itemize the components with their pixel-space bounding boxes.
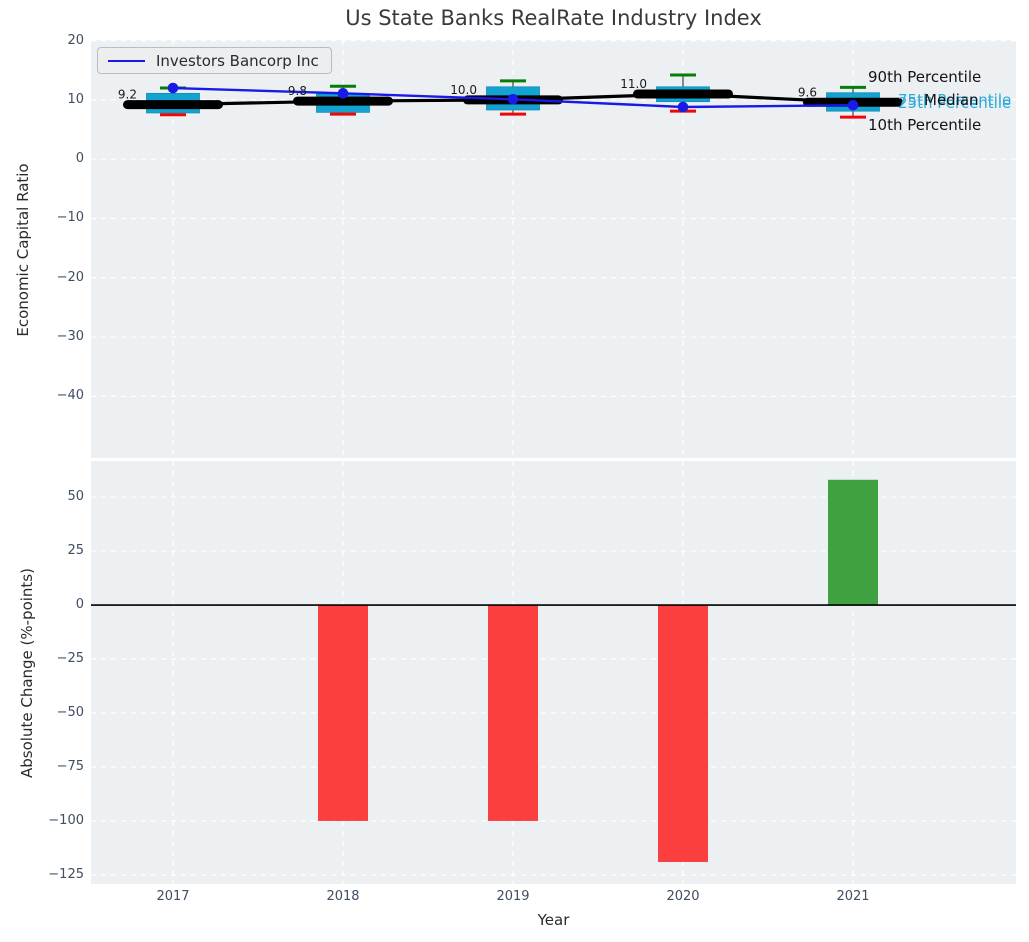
y-tick-top: 10 xyxy=(26,92,84,108)
y-tick-top: −40 xyxy=(26,388,84,404)
bar-chart xyxy=(91,461,1016,884)
bar-negative xyxy=(488,605,538,821)
y-tick-top: −10 xyxy=(26,210,84,226)
y-tick-top: −20 xyxy=(26,270,84,286)
x-tick-year: 2020 xyxy=(648,889,718,905)
figure: Us State Banks RealRate Industry Index 9… xyxy=(0,0,1029,942)
x-axis-label: Year xyxy=(91,911,1016,929)
median-value-label: 9.8 xyxy=(288,84,307,98)
y-tick-bottom: 50 xyxy=(26,489,84,505)
y-tick-bottom: −100 xyxy=(26,813,84,829)
legend: Investors Bancorp Inc xyxy=(97,47,332,74)
boxplot-chart: 9.2 9.8 10.0 11.0 9.6 xyxy=(91,40,1016,458)
median-value-label: 9.2 xyxy=(118,88,137,102)
company-marker xyxy=(848,100,859,111)
y-tick-bottom: −50 xyxy=(26,705,84,721)
y-tick-top: −30 xyxy=(26,329,84,345)
median-value-label: 11.0 xyxy=(620,77,647,91)
y-tick-bottom: 0 xyxy=(26,597,84,613)
median-thick-segment xyxy=(633,89,733,98)
annotation-median: Median xyxy=(924,92,979,109)
legend-label: Investors Bancorp Inc xyxy=(156,52,319,70)
top-chart-panel: 9.2 9.8 10.0 11.0 9.6 xyxy=(91,40,1016,458)
bar-positive xyxy=(828,480,878,605)
x-tick-year: 2021 xyxy=(818,889,888,905)
bottom-chart-panel xyxy=(91,461,1016,884)
company-marker xyxy=(678,102,689,113)
x-tick-year: 2017 xyxy=(138,889,208,905)
y-tick-top: 0 xyxy=(26,151,84,167)
median-thick-segment xyxy=(123,100,223,109)
y-tick-top: 20 xyxy=(26,33,84,49)
annotation-10th-percentile: 10th Percentile xyxy=(868,117,981,134)
company-marker xyxy=(508,94,519,105)
bar-negative xyxy=(318,605,368,821)
median-value-label: 9.6 xyxy=(798,85,817,99)
company-marker xyxy=(338,88,349,99)
x-tick-year: 2019 xyxy=(478,889,548,905)
legend-line-swatch xyxy=(108,60,145,62)
x-tick-year: 2018 xyxy=(308,889,378,905)
y-tick-bottom: −125 xyxy=(26,867,84,883)
y-axis-label-top: Economic Capital Ratio xyxy=(14,150,32,350)
median-value-label: 10.0 xyxy=(450,83,477,97)
y-tick-bottom: −25 xyxy=(26,651,84,667)
company-marker xyxy=(168,83,179,94)
annotation-90th-percentile: 90th Percentile xyxy=(868,69,981,86)
y-tick-bottom: −75 xyxy=(26,759,84,775)
bar-negative xyxy=(658,605,708,862)
chart-title: Us State Banks RealRate Industry Index xyxy=(91,6,1016,30)
y-tick-bottom: 25 xyxy=(26,543,84,559)
